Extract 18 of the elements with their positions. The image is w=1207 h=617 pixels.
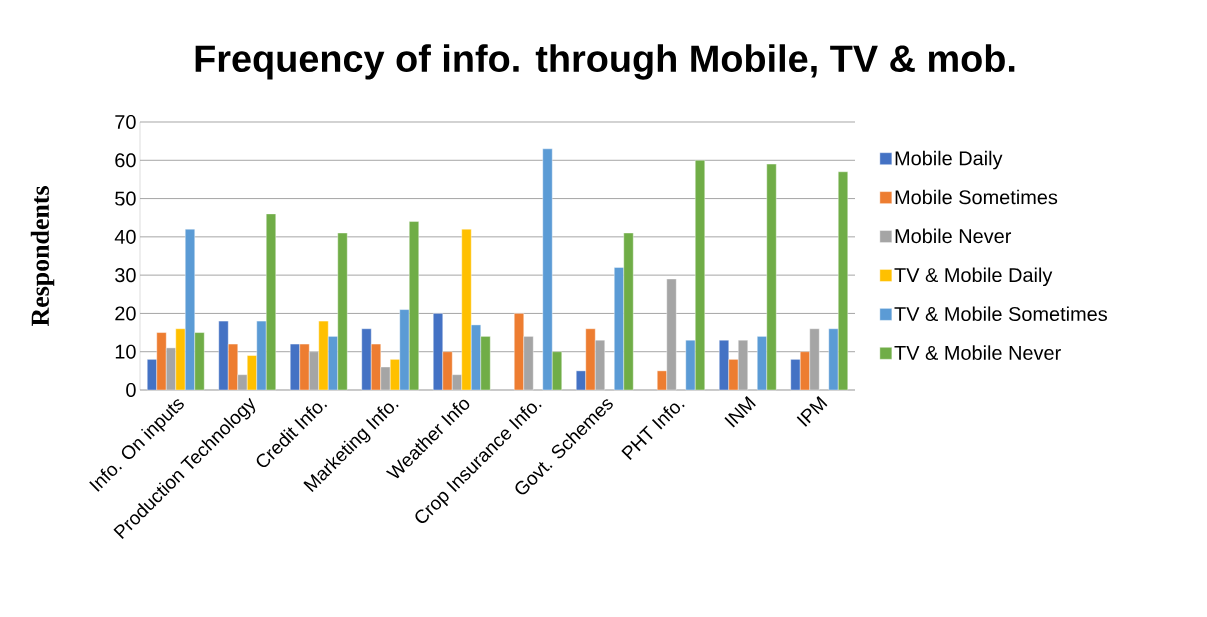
x-tick-label: IPM (796, 396, 828, 427)
legend-label: Mobile Sometimes (895, 189, 1058, 205)
y-tick-label: 70 (115, 114, 136, 130)
y-tick-label: 50 (115, 191, 136, 206)
legend-label: Mobile Never (895, 228, 1012, 244)
y-tick-label: 60 (115, 153, 136, 168)
y-tick-label: 40 (114, 229, 136, 244)
y-tick-label: 20 (115, 306, 136, 321)
legend-label: TV & Mobile Sometimes (894, 306, 1107, 322)
legend-label: TV & Mobile Never (894, 345, 1061, 360)
legend-label: TV & Mobile Daily (894, 267, 1053, 287)
y-tick-label: 10 (115, 344, 136, 359)
y-tick-label: 30 (115, 268, 136, 283)
chart-title: Frequency of info. through Mobile, TV & mob. (195, 44, 1015, 80)
x-tick-label: INM (724, 396, 756, 428)
y-tick-label: 0 (126, 382, 136, 398)
legend-label: Mobile Daily (895, 150, 1003, 170)
y-axis-title: Respondents (30, 186, 55, 327)
